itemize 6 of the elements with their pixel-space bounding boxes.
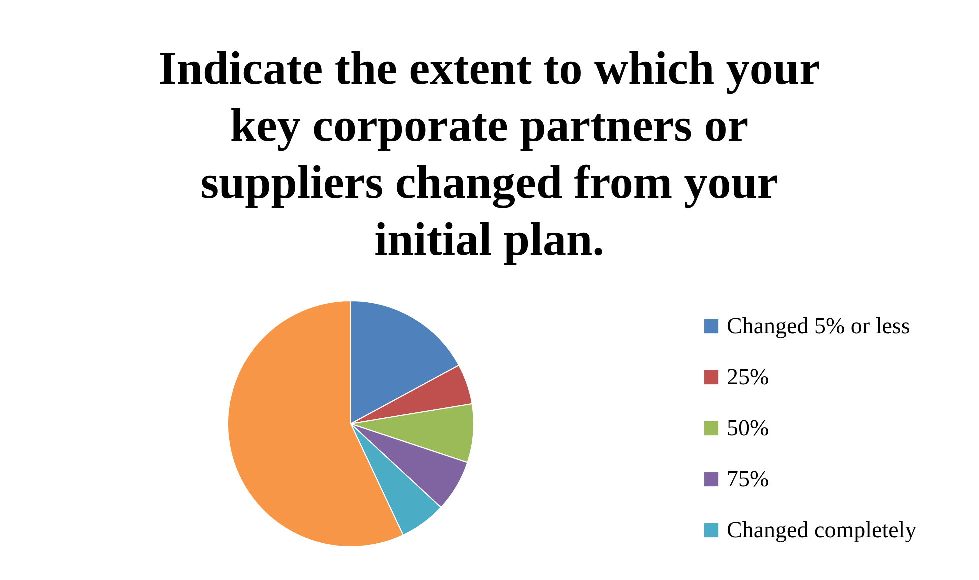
legend-label: 25%	[727, 364, 770, 390]
legend-label: 50%	[727, 416, 770, 440]
legend-label: Changed completely	[727, 518, 918, 542]
legend-label: 75%	[727, 466, 770, 492]
chart-title: Indicate the extent to which your key corporate partners or suppliers changed from your initial plan.	[158, 43, 820, 266]
legend-label: Changed 5% or less	[727, 314, 910, 338]
